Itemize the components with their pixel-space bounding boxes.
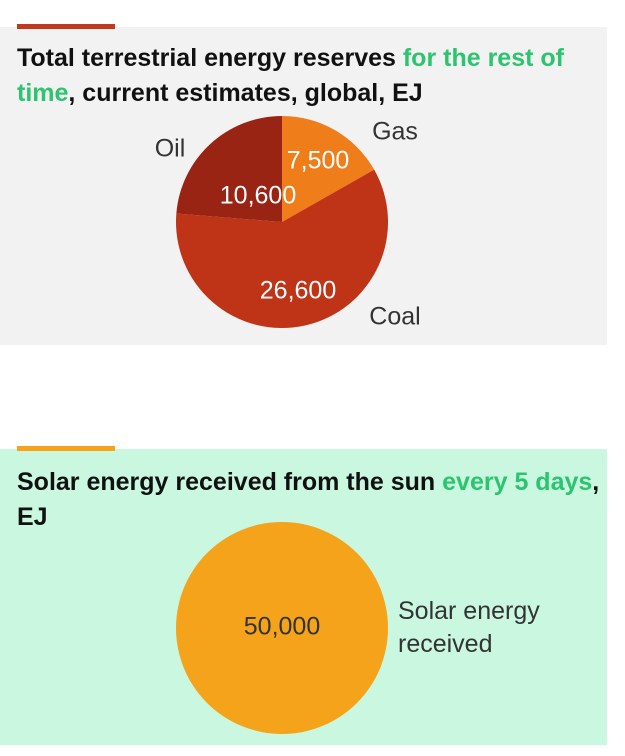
accent-bar	[17, 24, 115, 29]
category-label: Coal	[369, 303, 420, 331]
title-part: Total terrestrial energy reserves	[17, 44, 396, 72]
value-label: 7,500	[287, 147, 350, 175]
category-label: Solar energy received	[398, 597, 540, 658]
pie-slice	[176, 522, 388, 734]
chart-title: Total terrestrial energy reserves for th…	[17, 41, 602, 111]
reserves-panel: Total terrestrial energy reserves for th…	[0, 27, 607, 345]
title-part: , EJ	[17, 468, 600, 531]
value-label: 50,000	[244, 613, 320, 641]
value-label: 26,600	[260, 277, 336, 305]
pie-slice	[176, 169, 388, 329]
title-part: for the rest of time	[17, 44, 564, 107]
solar-panel: Solar energy received from the sun every…	[0, 449, 607, 745]
chart: 7,500 Gas 26,600 Coal 10,600 Oil	[155, 116, 421, 331]
title-part: every 5 days	[442, 468, 593, 496]
pie-slice	[282, 116, 375, 222]
pie-slice	[176, 116, 282, 222]
category-label: Oil	[155, 135, 186, 163]
chart: 50,000	[176, 522, 388, 734]
category-label: Gas	[372, 118, 418, 146]
title-part: , current estimates, global, EJ	[68, 79, 423, 107]
value-label: 10,600	[220, 182, 296, 210]
title-part: Solar energy received from the sun	[17, 468, 436, 496]
chart-title: Solar energy received from the sun every…	[17, 465, 602, 535]
accent-bar	[17, 446, 115, 451]
